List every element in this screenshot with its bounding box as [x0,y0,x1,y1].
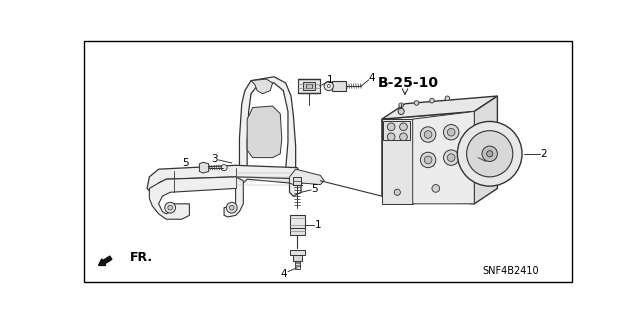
Circle shape [447,128,455,136]
Circle shape [227,202,237,213]
Polygon shape [239,77,296,173]
Polygon shape [232,168,305,189]
Text: SNF4B2410: SNF4B2410 [482,266,539,276]
Bar [289,228,305,235]
Circle shape [445,96,450,101]
Circle shape [429,98,435,103]
Polygon shape [149,177,243,219]
Text: B-25-10: B-25-10 [378,76,439,90]
Circle shape [394,189,401,195]
Circle shape [399,133,407,141]
Circle shape [420,127,436,142]
Circle shape [398,108,404,115]
Circle shape [399,103,403,108]
Circle shape [230,205,234,210]
Circle shape [221,165,227,171]
Bar [293,177,301,185]
Circle shape [486,151,493,157]
Circle shape [164,202,175,213]
Circle shape [327,85,330,87]
Circle shape [482,146,497,161]
Bar [332,81,346,92]
Circle shape [424,131,432,138]
Polygon shape [147,165,301,196]
Circle shape [387,133,395,141]
Polygon shape [382,96,497,119]
Circle shape [420,152,436,168]
Polygon shape [251,79,273,94]
Circle shape [387,123,395,131]
Text: 5: 5 [182,158,189,168]
Circle shape [424,156,432,164]
Text: 4: 4 [369,72,375,83]
Polygon shape [289,169,324,185]
Circle shape [444,150,459,165]
Bar [298,79,319,93]
Circle shape [414,101,419,105]
Circle shape [444,124,459,140]
Polygon shape [247,106,282,158]
Bar [306,84,312,88]
Text: 4: 4 [280,269,287,279]
FancyArrow shape [99,256,112,265]
Text: FR.: FR. [130,251,153,264]
Circle shape [432,185,440,192]
Polygon shape [382,111,474,204]
Circle shape [467,131,513,177]
Bar [303,82,315,90]
Bar [295,261,300,269]
Text: 3: 3 [211,154,218,164]
Text: 1: 1 [327,75,333,85]
Polygon shape [382,119,413,204]
Circle shape [458,122,522,186]
Circle shape [399,123,407,131]
Bar [289,250,305,255]
Text: 2: 2 [540,149,547,159]
Circle shape [324,81,333,91]
Circle shape [168,205,172,210]
Text: 5: 5 [311,184,317,194]
Bar [292,255,302,261]
Polygon shape [200,162,209,173]
Bar [383,121,410,140]
Text: 1: 1 [315,220,321,230]
Polygon shape [413,111,474,204]
Circle shape [447,154,455,161]
Bar [289,215,305,228]
Polygon shape [474,96,497,204]
